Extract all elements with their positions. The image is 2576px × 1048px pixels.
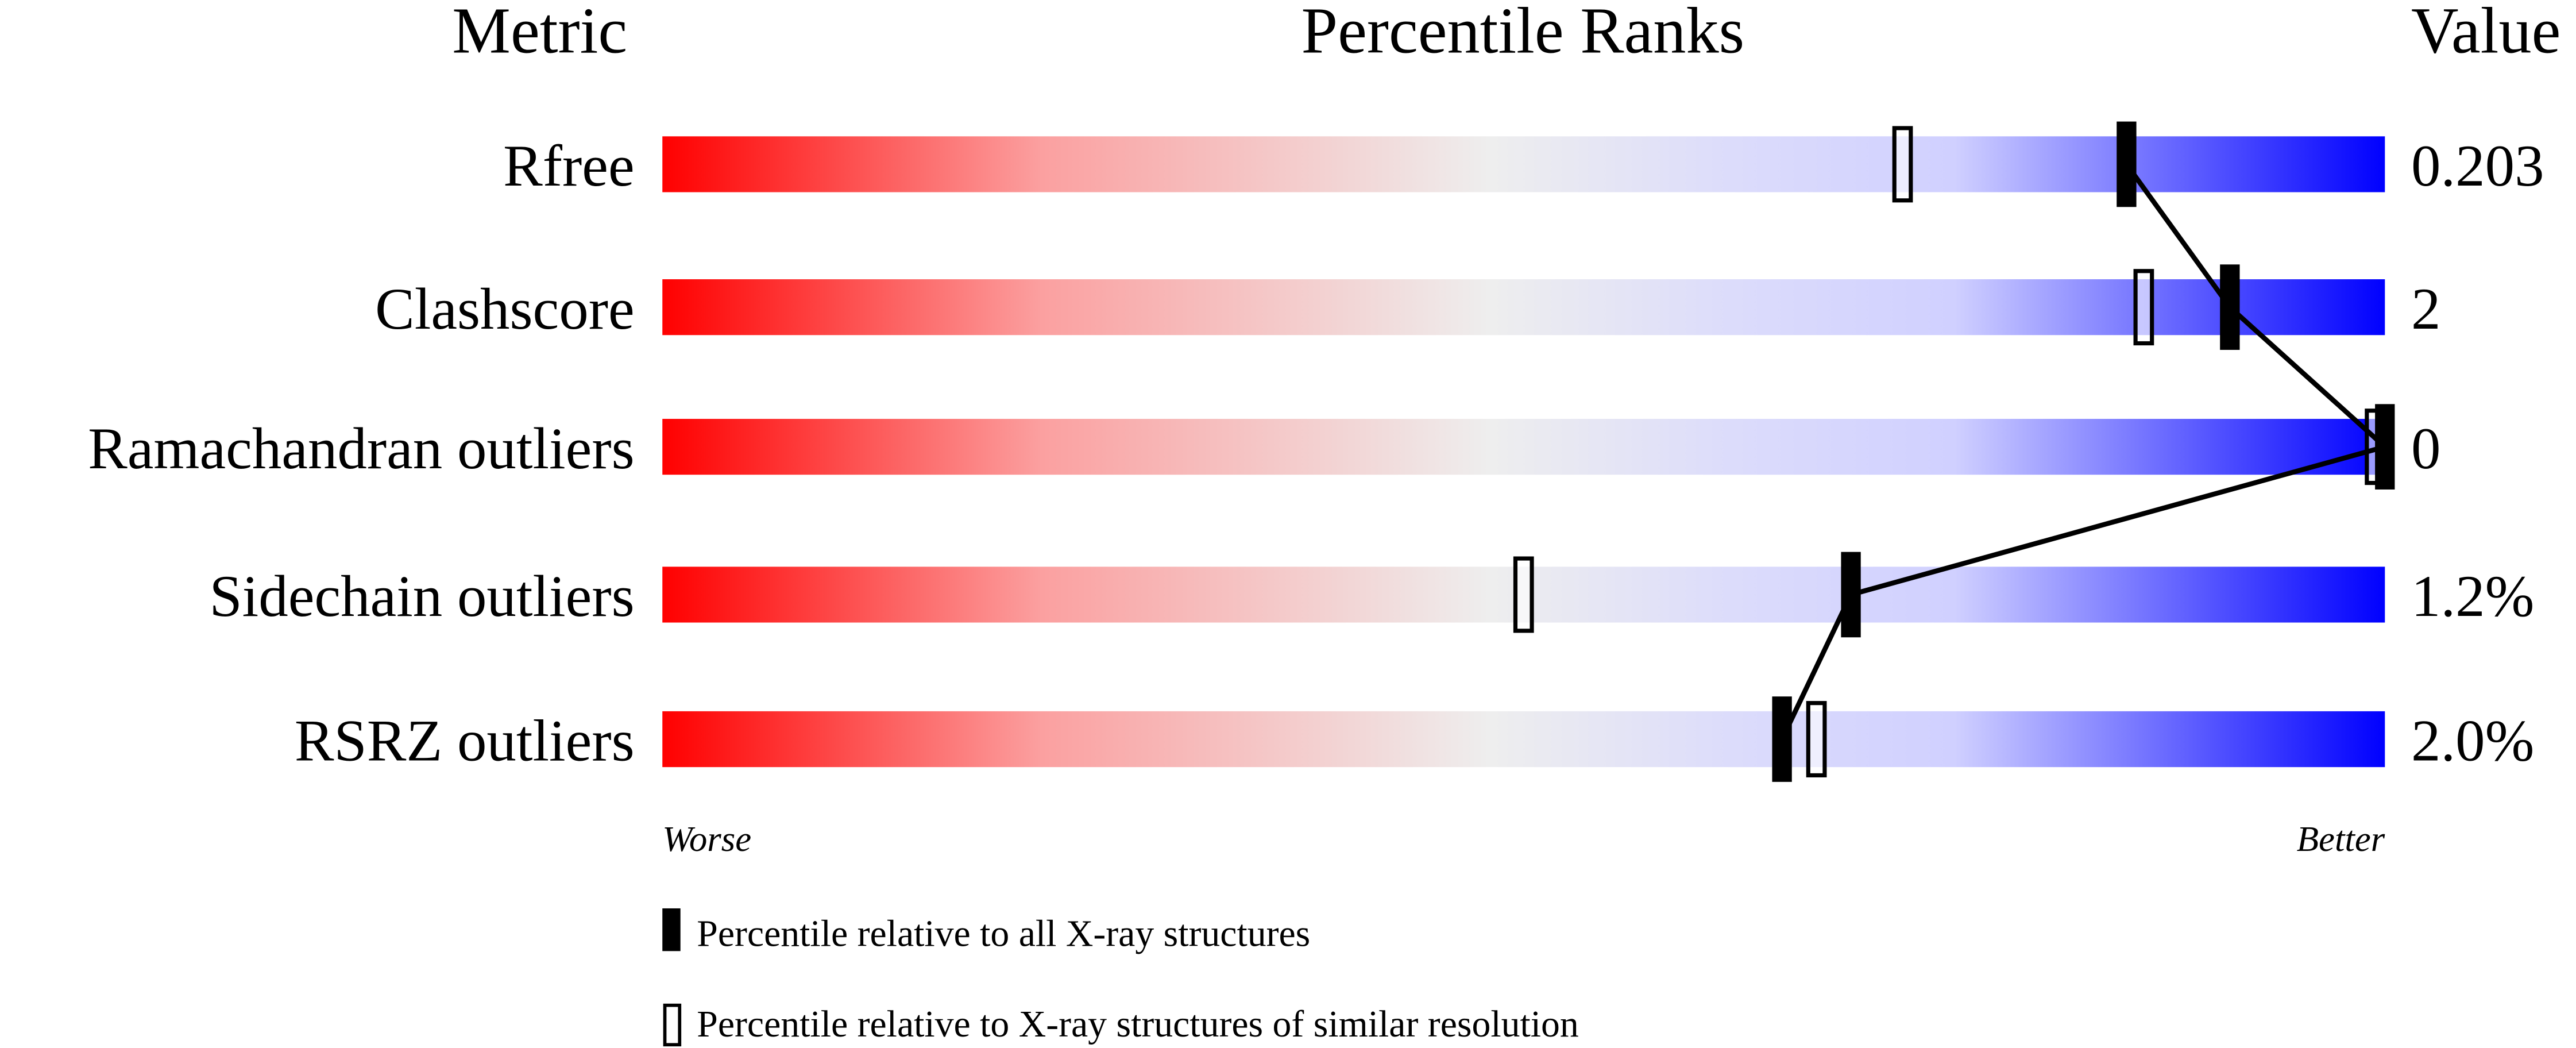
metric-label: Clashscore — [375, 276, 635, 342]
legend-open-marker — [663, 1003, 682, 1047]
value-label: 0 — [2411, 416, 2440, 481]
header-ranks: Percentile Ranks — [1301, 0, 1745, 67]
all-structures-marker — [2117, 121, 2137, 207]
similar-resolution-marker — [1513, 556, 1534, 633]
percentile-bar — [662, 711, 2385, 768]
similar-resolution-marker — [2133, 269, 2154, 346]
percentile-bar — [662, 136, 2385, 192]
metric-label: Rfree — [503, 133, 635, 199]
metric-label: Sidechain outliers — [209, 564, 634, 629]
all-structures-marker — [1841, 552, 1861, 638]
metric-label: RSRZ outliers — [295, 708, 635, 774]
worse-label: Worse — [662, 819, 751, 859]
connector-line — [2228, 305, 2387, 449]
value-label: 2.0% — [2411, 708, 2534, 774]
similar-resolution-marker — [1806, 701, 1827, 777]
percentile-bar — [662, 279, 2385, 336]
connector-line — [1850, 444, 2386, 598]
legend-open-label: Percentile relative to X-ray structures … — [697, 1003, 1578, 1045]
all-structures-marker — [2220, 264, 2240, 350]
legend-filled-label: Percentile relative to all X-ray structu… — [697, 913, 1310, 955]
value-label: 2 — [2411, 276, 2440, 342]
all-structures-marker — [1772, 696, 1792, 782]
percentile-bar — [662, 419, 2385, 475]
similar-resolution-marker — [1892, 126, 1913, 203]
all-structures-marker — [2375, 404, 2395, 490]
header-metric: Metric — [452, 0, 627, 67]
value-label: 1.2% — [2411, 564, 2534, 629]
better-label: Better — [2297, 819, 2385, 859]
metric-label: Ramachandran outliers — [88, 416, 635, 481]
header-value: Value — [2411, 0, 2560, 67]
connector-line — [2124, 163, 2232, 309]
connector-line — [1779, 594, 1853, 741]
legend-filled-marker — [662, 908, 681, 951]
value-label: 0.203 — [2411, 133, 2544, 199]
